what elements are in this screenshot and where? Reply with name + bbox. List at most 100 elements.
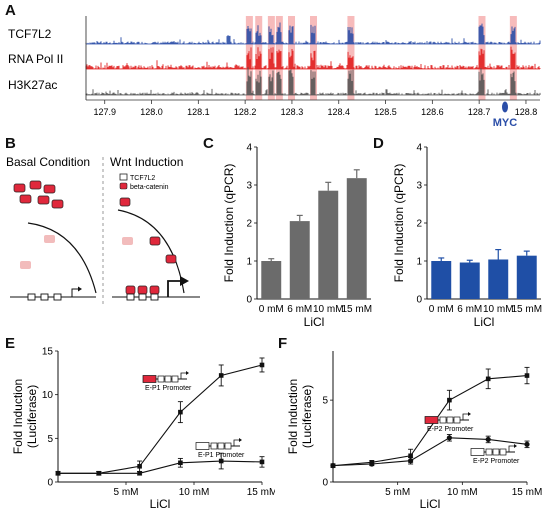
panel-label-a: A (5, 2, 16, 19)
bar (516, 255, 537, 299)
data-point (178, 460, 183, 466)
data-point (369, 461, 375, 467)
series (330, 434, 530, 469)
peak-highlight (310, 16, 317, 100)
bar (261, 261, 282, 299)
genome-axis: 127.9 128.0 128.1 128.2 128.3 128.4 128.5 128.6… (93, 100, 537, 117)
data-point (447, 397, 452, 403)
y-tick-label: 1 (416, 257, 422, 268)
y-tick-label: 2 (416, 219, 422, 230)
data-point (218, 458, 224, 464)
y-axis-label: Fold Induction (qPCR) (392, 164, 406, 283)
category-tick-label: 6 mM (287, 304, 312, 315)
category-tick-label: 15 mM (511, 304, 542, 315)
data-point (96, 470, 102, 476)
x-tick-label: 15 mM (512, 487, 543, 498)
data-point (408, 453, 413, 459)
beta-catenin-legend-label: beta-catenin (130, 184, 169, 191)
line-chart-luciferase-p1: 0 5 10 15 5 mM 10 mM 15 mM LiCl Fold Induction(L… (11, 347, 275, 512)
data-point (178, 409, 183, 415)
genome-tick-label: 128.2 (234, 107, 257, 117)
data-point (524, 441, 530, 447)
beta-catenin-legend-swatch (119, 182, 128, 190)
y-tick-label: 0 (416, 295, 422, 306)
track-label: TCF7L2 (8, 27, 52, 41)
data-point (137, 463, 142, 469)
y-tick-label: 5 (322, 396, 328, 407)
promoter-construct-red: E-P2 Promoter (424, 412, 474, 433)
basal-tss-arrow (71, 288, 80, 297)
wnt-induction-title: Wnt Induction (110, 155, 183, 169)
y-tick-label: 4 (416, 143, 422, 154)
panel-label-d: D (373, 135, 384, 152)
y-tick-label: 2 (246, 219, 252, 230)
tcf7l2-legend-swatch (119, 173, 128, 181)
panel-label-c: C (203, 135, 214, 152)
bar (318, 190, 339, 299)
bar (431, 261, 452, 299)
data-point (55, 470, 61, 476)
x-tick-label: 5 mM (114, 487, 139, 498)
panel-label-b: B (5, 135, 16, 152)
y-tick-label: 0 (246, 295, 252, 306)
track-label: H3K27ac (8, 78, 57, 92)
x-axis-label: LiCl (420, 497, 441, 511)
track-labels: TCF7L2 RNA Pol II H3K27ac (8, 16, 87, 100)
y-tick-label: 0 (322, 478, 328, 489)
bar (459, 262, 480, 299)
x-axis-label: LiCl (474, 315, 495, 329)
basal-nuclear-membrane (27, 222, 97, 294)
peak-highlights (245, 16, 517, 100)
wnt-tcf7l2-sites (126, 293, 159, 301)
category-tick-label: 0 mM (259, 304, 284, 315)
promoter-label: E-P1 Promoter (145, 385, 192, 392)
y-tick-label: 5 (47, 434, 53, 445)
genome-tick-label: 128.7 (468, 107, 491, 117)
y-axis-label: Fold Induction(Luciferase) (11, 379, 39, 454)
data-point (485, 376, 491, 382)
category-tick-label: 0 mM (429, 304, 454, 315)
track-label: RNA Pol II (8, 52, 63, 66)
genome-tick-label: 128.1 (187, 107, 210, 117)
x-tick-label: 15 mM (247, 487, 275, 498)
series-line (332, 437, 528, 467)
promoter-label: E-P2 Promoter (427, 426, 474, 433)
data-point (218, 373, 224, 378)
y-tick-label: 1 (246, 257, 252, 268)
bar (346, 178, 367, 299)
x-tick-label: 10 mM (179, 487, 210, 498)
wnt-faded-beta-catenin (122, 237, 133, 245)
genome-tick-label: 128.5 (374, 107, 397, 117)
category-tick-label: 6 mM (457, 304, 482, 315)
wnt-schematic: Basal Condition Wnt Induction TCF7L2 bet… (6, 155, 200, 305)
y-tick-label: 3 (416, 181, 422, 192)
panel-label-e: E (5, 335, 16, 352)
basal-tcf7l2-sites (27, 293, 62, 301)
x-tick-label: 5 mM (385, 487, 410, 498)
y-axis-label: Fold Induction (qPCR) (222, 164, 236, 283)
y-tick-label: 3 (246, 181, 252, 192)
data-point (408, 458, 414, 464)
y-axis-label: Fold Induction(Luciferase) (286, 379, 314, 454)
promoter-construct-red: E-P1 Promoter (142, 371, 192, 392)
category-tick-label: 15 mM (341, 304, 372, 315)
myc-gene-marker (502, 101, 508, 113)
basal-beta-catenin-cluster (13, 180, 64, 209)
data-point (137, 470, 142, 476)
data-point (259, 362, 265, 368)
data-point (524, 373, 530, 378)
promoter-construct-empty: E-P1 Promoter (195, 438, 245, 459)
line-chart-luciferase-p2: 0 5 5 mM 10 mM 15 mM LiCl Fold Induction(Lucif… (286, 351, 543, 511)
bar (289, 221, 310, 299)
genome-tick-label: 127.9 (93, 107, 116, 117)
data-point (485, 436, 491, 443)
tcf7l2-legend-label: TCF7L2 (130, 175, 155, 182)
basal-condition-title: Basal Condition (6, 155, 90, 169)
data-point (446, 435, 452, 441)
series-line (58, 460, 263, 474)
series (55, 452, 265, 476)
category-tick-label: 10 mM (313, 304, 344, 315)
y-tick-label: 4 (246, 143, 252, 154)
